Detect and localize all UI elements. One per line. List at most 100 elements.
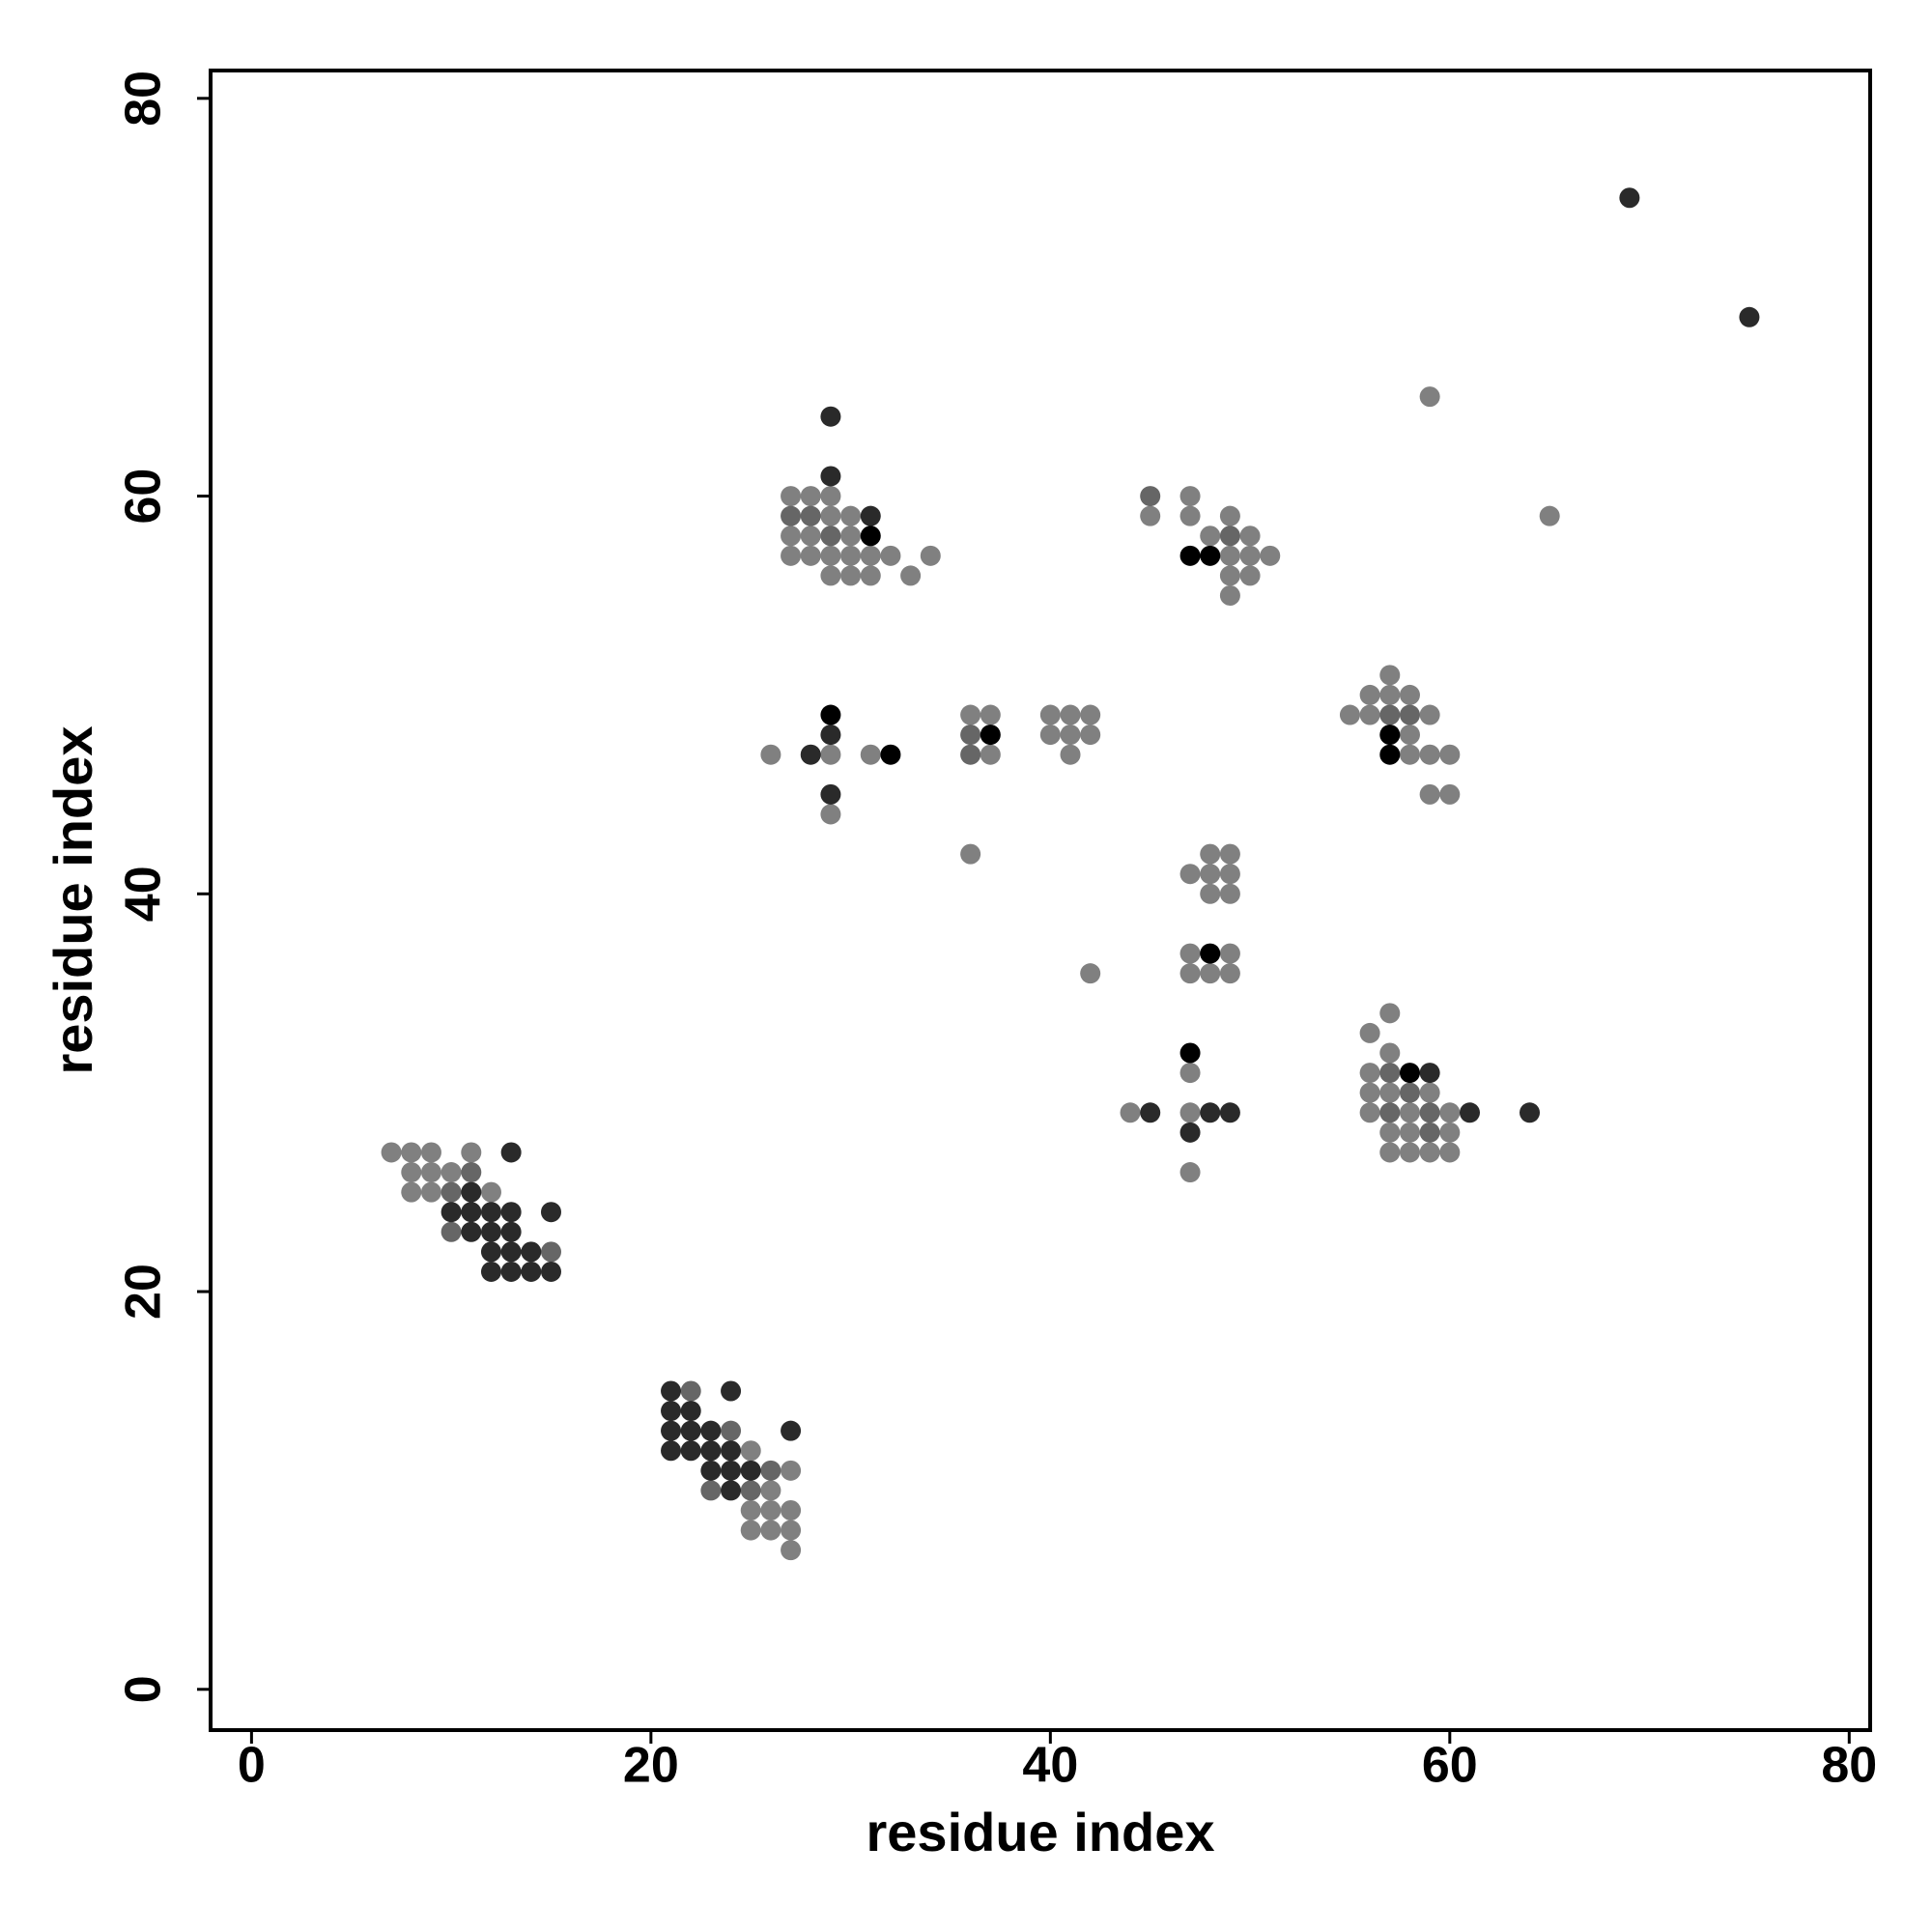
contact-point [661,1380,682,1402]
contact-point [721,1480,742,1501]
contact-point [820,505,841,526]
contact-point [1399,1063,1420,1084]
contact-point [700,1440,722,1462]
contact-point [1419,744,1440,765]
contact-point [820,804,841,825]
contact-point [1379,704,1401,725]
contact-point [1419,783,1440,805]
contact-point [740,1460,761,1481]
contact-point [1379,665,1401,686]
contact-point [521,1261,542,1282]
contact-point [1060,744,1081,765]
contact-point [1399,684,1420,705]
contact-point [760,1480,781,1501]
contact-point [1379,1102,1401,1123]
contact-point [1419,704,1440,725]
contact-point [900,565,922,586]
contact-point [1539,505,1560,526]
contact-point [1439,1142,1461,1163]
contact-point [1060,724,1081,746]
contact-point [820,526,841,547]
y-tick-label: 80 [116,71,172,127]
contact-point [1219,565,1240,586]
contact-point [781,1420,802,1441]
contact-point [1179,1102,1201,1123]
contact-point [1200,1102,1221,1123]
contact-point [840,545,862,566]
contact-point [820,466,841,487]
contact-point [800,526,821,547]
contact-point [1399,744,1420,765]
contact-point [440,1181,462,1203]
contact-point [1459,1102,1480,1123]
contact-point [1619,187,1640,209]
contact-point [1379,1003,1401,1024]
contact-point [1039,724,1061,746]
contact-point [1200,864,1221,885]
contact-point [500,1142,522,1163]
contact-point [1219,864,1240,885]
contact-point [781,545,802,566]
contact-point [1419,1142,1440,1163]
contact-point [820,724,841,746]
contact-point [1379,724,1401,746]
contact-point [960,843,981,865]
contact-point [1359,1102,1380,1123]
contact-point [840,565,862,586]
contact-point [1179,486,1201,507]
contact-point [1219,526,1240,547]
contact-point [1379,1142,1401,1163]
contact-point [760,744,781,765]
contact-point [860,565,881,586]
contact-point [1359,684,1380,705]
contact-point [781,486,802,507]
contact-point [1399,704,1420,725]
contact-point [461,1181,482,1203]
contact-point [661,1440,682,1462]
plot-frame [209,69,1872,1732]
contact-point [440,1202,462,1223]
contact-point [980,704,1001,725]
contact-point [980,724,1001,746]
contact-point [1219,943,1240,964]
contact-point [781,1500,802,1521]
y-tick-label: 60 [116,469,172,525]
contact-point [420,1181,441,1203]
contact-point [1419,1063,1440,1084]
contact-point [1439,744,1461,765]
contact-point [1080,724,1101,746]
contact-point [721,1460,742,1481]
contact-point [1359,704,1380,725]
contact-point [540,1202,561,1223]
contact-point [1219,963,1240,984]
x-tick-label: 60 [1422,1738,1478,1794]
contact-point [540,1261,561,1282]
contact-point [420,1142,441,1163]
contact-point [480,1261,501,1282]
contact-point [760,1500,781,1521]
contact-point [820,783,841,805]
contact-point [1219,843,1240,865]
contact-point [440,1221,462,1242]
contact-point [721,1440,742,1462]
contact-point [661,1401,682,1422]
contact-point [1419,1082,1440,1103]
contact-point [1419,386,1440,408]
contact-point [680,1420,701,1441]
contact-point [740,1500,761,1521]
contact-point [700,1480,722,1501]
contact-point [1200,545,1221,566]
x-tick-label: 40 [1022,1738,1078,1794]
x-tick-label: 20 [623,1738,679,1794]
contact-point [820,486,841,507]
contact-point [1379,684,1401,705]
contact-point [1359,1082,1380,1103]
contact-point [740,1440,761,1462]
contact-point [1439,1102,1461,1123]
y-axis-label: residue index [43,725,103,1074]
contact-point [1239,565,1261,586]
contact-point [880,744,901,765]
contact-point [1379,744,1401,765]
contact-point [781,526,802,547]
